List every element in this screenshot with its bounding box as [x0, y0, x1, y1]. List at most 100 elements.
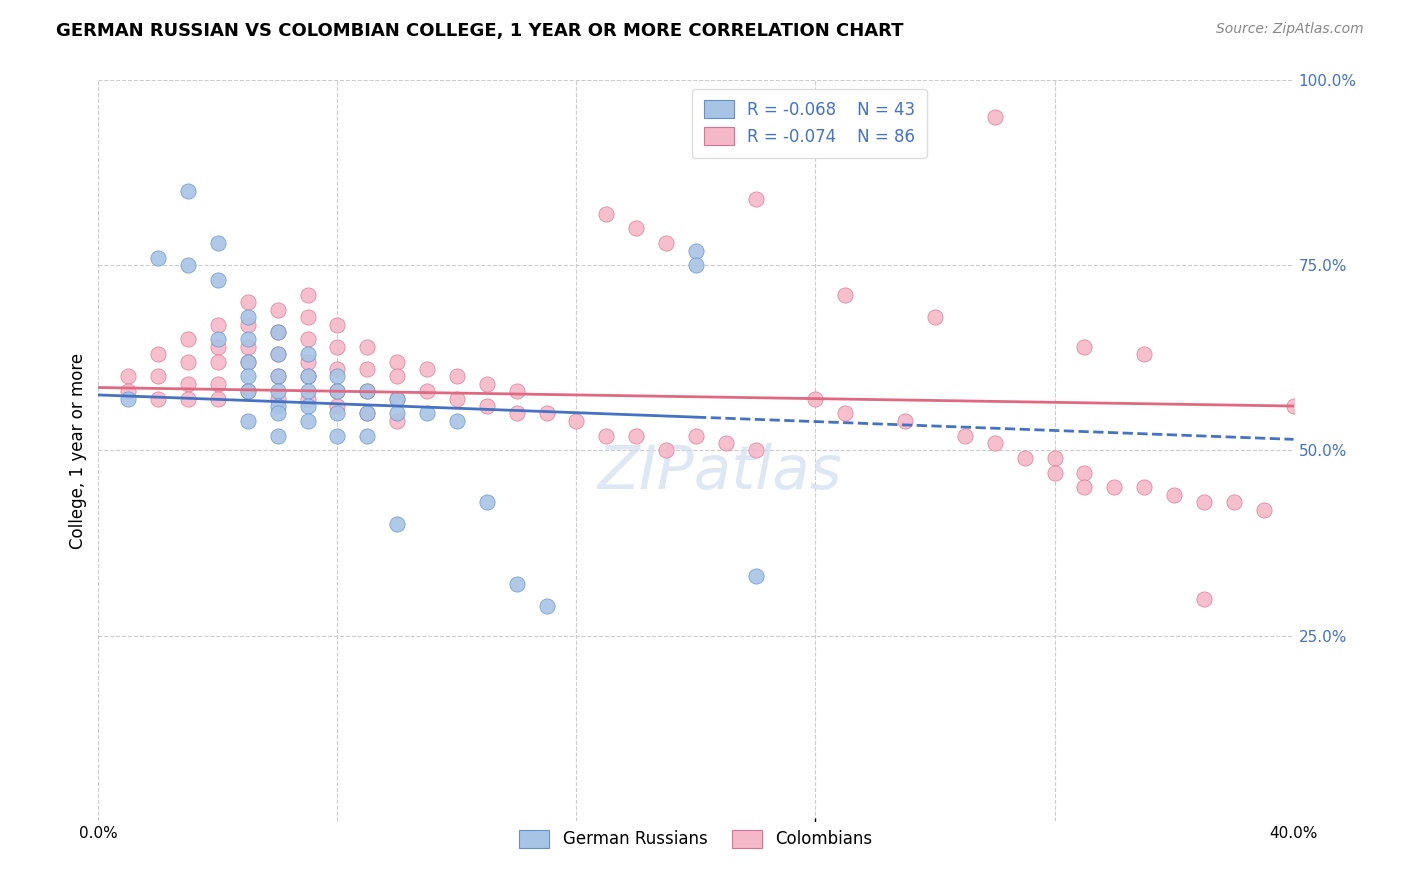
Point: [267, 369, 290, 384]
Point: [595, 428, 617, 442]
Point: [267, 384, 290, 399]
Point: [207, 273, 229, 287]
Point: [267, 428, 290, 442]
Point: [745, 192, 768, 206]
Point: [326, 407, 349, 421]
Point: [1043, 450, 1066, 465]
Point: [356, 407, 378, 421]
Point: [834, 407, 856, 421]
Point: [177, 376, 200, 391]
Point: [356, 384, 378, 399]
Point: [207, 236, 229, 251]
Point: [1073, 340, 1095, 354]
Point: [446, 414, 468, 428]
Point: [236, 354, 259, 368]
Point: [984, 111, 1007, 125]
Point: [177, 184, 200, 198]
Point: [1073, 466, 1095, 480]
Point: [267, 325, 290, 339]
Point: [1014, 450, 1036, 465]
Point: [506, 576, 529, 591]
Point: [595, 206, 617, 220]
Point: [267, 325, 290, 339]
Point: [236, 318, 259, 332]
Point: [953, 428, 976, 442]
Point: [207, 376, 229, 391]
Point: [207, 332, 229, 346]
Point: [267, 392, 290, 406]
Y-axis label: College, 1 year or more: College, 1 year or more: [69, 352, 87, 549]
Point: [267, 407, 290, 421]
Point: [356, 362, 378, 376]
Point: [148, 251, 170, 265]
Point: [446, 392, 468, 406]
Point: [236, 414, 259, 428]
Point: [685, 244, 707, 258]
Point: [834, 288, 856, 302]
Point: [1073, 480, 1095, 494]
Point: [356, 340, 378, 354]
Point: [1043, 466, 1066, 480]
Point: [1133, 480, 1156, 494]
Point: [267, 347, 290, 361]
Point: [804, 392, 827, 406]
Point: [236, 332, 259, 346]
Point: [1192, 495, 1215, 509]
Point: [326, 318, 349, 332]
Point: [714, 436, 737, 450]
Point: [385, 392, 409, 406]
Point: [1133, 347, 1156, 361]
Text: Source: ZipAtlas.com: Source: ZipAtlas.com: [1216, 22, 1364, 37]
Point: [506, 384, 529, 399]
Point: [148, 369, 170, 384]
Point: [655, 236, 678, 251]
Point: [267, 369, 290, 384]
Point: [297, 310, 319, 325]
Point: [148, 347, 170, 361]
Point: [236, 340, 259, 354]
Point: [267, 347, 290, 361]
Point: [326, 369, 349, 384]
Point: [506, 407, 529, 421]
Point: [416, 407, 439, 421]
Point: [297, 384, 319, 399]
Point: [626, 221, 648, 235]
Point: [177, 392, 200, 406]
Point: [297, 332, 319, 346]
Point: [236, 310, 259, 325]
Point: [326, 384, 349, 399]
Point: [297, 347, 319, 361]
Point: [416, 384, 439, 399]
Point: [207, 340, 229, 354]
Point: [117, 384, 139, 399]
Point: [356, 428, 378, 442]
Point: [236, 384, 259, 399]
Point: [626, 428, 648, 442]
Point: [924, 310, 946, 325]
Point: [297, 414, 319, 428]
Point: [356, 407, 378, 421]
Point: [326, 399, 349, 413]
Point: [267, 302, 290, 317]
Point: [416, 362, 439, 376]
Point: [745, 569, 768, 583]
Point: [385, 414, 409, 428]
Point: [655, 443, 678, 458]
Point: [297, 399, 319, 413]
Point: [207, 318, 229, 332]
Legend: German Russians, Colombians: German Russians, Colombians: [510, 822, 882, 856]
Point: [984, 436, 1007, 450]
Point: [1282, 399, 1305, 413]
Point: [536, 599, 558, 613]
Point: [297, 288, 319, 302]
Point: [236, 295, 259, 310]
Point: [207, 354, 229, 368]
Point: [536, 407, 558, 421]
Point: [326, 384, 349, 399]
Text: GERMAN RUSSIAN VS COLOMBIAN COLLEGE, 1 YEAR OR MORE CORRELATION CHART: GERMAN RUSSIAN VS COLOMBIAN COLLEGE, 1 Y…: [56, 22, 904, 40]
Point: [385, 369, 409, 384]
Point: [236, 354, 259, 368]
Point: [356, 384, 378, 399]
Point: [1223, 495, 1246, 509]
Point: [475, 399, 498, 413]
